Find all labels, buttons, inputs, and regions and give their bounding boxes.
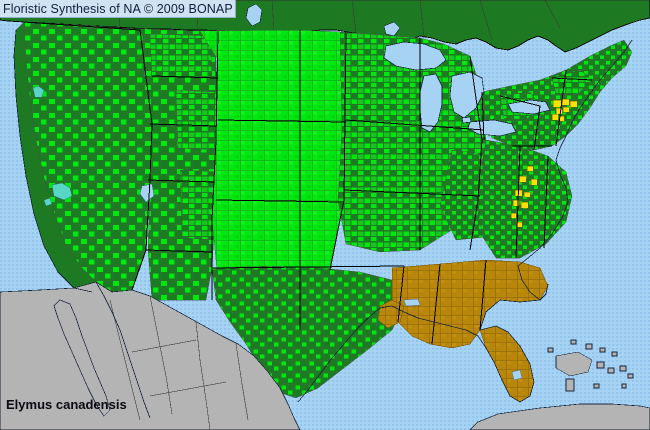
species-name-label: Elymus canadensis (6, 396, 127, 414)
region-mountain-west (119, 27, 219, 301)
region-west (13, 21, 153, 293)
region-mexico-absent (0, 281, 650, 430)
map-title-plate: Floristic Synthesis of NA © 2009 BONAP (0, 0, 236, 18)
great-lakes (245, 3, 551, 137)
coastline-overlay (13, 29, 633, 419)
region-appalachia (477, 139, 573, 259)
state-borders (23, 21, 593, 345)
yellow-county-cluster-northeast (551, 98, 578, 122)
species-name-text: Elymus canadensis (6, 397, 127, 412)
map-title-text: Floristic Synthesis of NA © 2009 BONAP (3, 1, 233, 16)
